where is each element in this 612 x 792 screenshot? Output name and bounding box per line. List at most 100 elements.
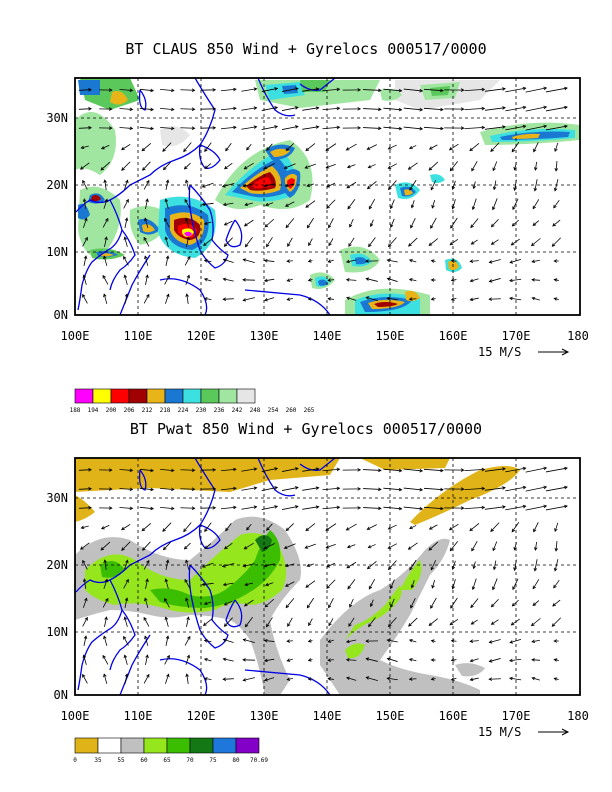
wind-vector-head (185, 293, 189, 298)
wind-vector (509, 658, 522, 662)
wind-vector-head (409, 525, 413, 530)
wind-vector (464, 88, 485, 92)
legend-swatch (110, 388, 130, 404)
wind-vector-head (469, 297, 474, 302)
wind-vector-head (368, 243, 372, 248)
wind-vector-head (470, 604, 474, 609)
wind-vector (511, 522, 520, 532)
wind-vector (489, 259, 501, 263)
top-lon-label: 110E (124, 329, 153, 343)
top-lat-label: 10N (46, 245, 68, 259)
wind-vector (243, 563, 255, 567)
wind-vector (143, 674, 150, 684)
wind-vector-head (460, 126, 465, 130)
wind-vector-head (369, 223, 374, 228)
wind-vector (512, 198, 519, 210)
wind-vector-head (164, 616, 169, 621)
legend-label: 254 (268, 407, 279, 414)
legend-swatch (92, 388, 112, 404)
wind-vector (525, 106, 547, 112)
wind-vector-head (336, 87, 341, 92)
wind-vector-head (266, 243, 270, 248)
wind-vector-head (253, 505, 258, 509)
wind-vector (505, 467, 526, 473)
wind-vector (160, 488, 174, 490)
wind-vector-head (244, 243, 249, 248)
wind-vector-head (285, 224, 290, 229)
wind-vector-head (307, 259, 312, 263)
legend-label: 70.69 (250, 757, 268, 764)
wind-vector-head (509, 676, 513, 681)
wind-vector (307, 217, 314, 229)
wind-vector-head (357, 506, 362, 510)
wind-vector-head (386, 638, 391, 643)
wind-vector (512, 599, 519, 607)
wind-vector (224, 542, 233, 550)
wind-vector (287, 237, 293, 247)
wind-vector (244, 202, 254, 206)
wind-vector-head (450, 259, 455, 263)
wind-vector-head (460, 506, 465, 510)
wind-vector-head (124, 217, 129, 222)
wind-vector (264, 543, 275, 549)
wind-vector (184, 199, 191, 209)
wind-vector-head (82, 673, 86, 678)
wind-vector (383, 107, 402, 111)
wind-vector-head (286, 259, 291, 263)
wind-vector-head (204, 545, 209, 550)
wind-vector-head (191, 487, 196, 491)
wind-vector-head (349, 223, 353, 228)
wind-vector-head (481, 87, 486, 92)
wind-vector (511, 142, 520, 152)
wind-vector-head (419, 126, 424, 131)
wind-vector-head (222, 297, 227, 301)
wind-vector (204, 221, 212, 225)
wind-vector (83, 275, 87, 285)
wind-vector-head (150, 468, 155, 473)
wind-vector (244, 219, 254, 227)
bottom-lat-label: 0N (54, 688, 68, 702)
wind-vector-head (103, 255, 107, 260)
wind-vector-head (183, 148, 187, 153)
wind-vector (555, 541, 558, 551)
wind-vector-head (164, 597, 168, 602)
wind-vector (469, 143, 480, 151)
wind-vector (505, 87, 526, 93)
wind-vector (83, 636, 87, 646)
wind-vector (224, 600, 233, 606)
wind-vector-head (150, 487, 155, 492)
wind-vector-head (142, 547, 146, 551)
wind-vector (287, 640, 293, 642)
wind-vector (473, 561, 476, 569)
wind-vector-head (553, 278, 558, 282)
wind-vector-head (345, 147, 350, 151)
wind-vector (509, 677, 522, 681)
wind-vector (470, 658, 479, 662)
wind-vector-head (283, 165, 288, 170)
wind-vector-head (347, 585, 351, 590)
wind-vector (554, 179, 559, 191)
wind-vector-head (263, 545, 268, 550)
wind-vector-head (274, 505, 279, 509)
wind-vector (183, 142, 192, 152)
wind-vector-head (124, 673, 129, 678)
wind-vector (368, 617, 376, 627)
wind-vector-head (366, 185, 371, 190)
wind-vector-head (243, 223, 248, 227)
wind-vector-head (146, 179, 150, 184)
wind-vector (184, 542, 191, 550)
wind-vector (142, 541, 151, 551)
wind-vector (121, 143, 131, 151)
wind-vector-head (531, 676, 536, 681)
wind-vector (202, 182, 214, 188)
wind-vector (82, 237, 88, 247)
wind-vector-head (346, 184, 351, 189)
legend-label: 200 (106, 407, 117, 414)
wind-vector-head (243, 166, 248, 170)
wind-vector (408, 237, 418, 247)
wind-vector-head (492, 206, 496, 211)
wind-vector-head (203, 677, 208, 681)
wind-vector-head (430, 297, 435, 301)
wind-vector (452, 180, 456, 190)
wind-vector (346, 677, 357, 681)
